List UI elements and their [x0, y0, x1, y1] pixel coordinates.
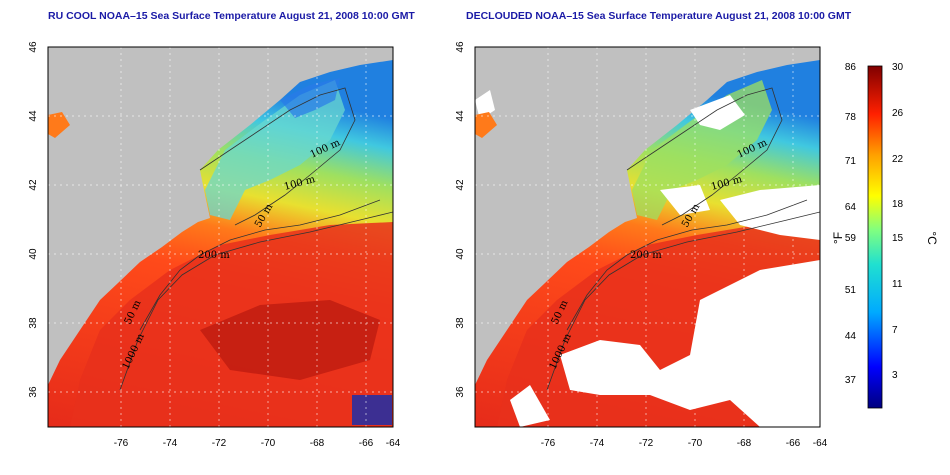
left-y-tick: 46 [28, 41, 39, 53]
left-map-frame [47, 46, 394, 428]
right-y-tick: 38 [455, 317, 466, 329]
right-x-axis: -76 -74 -72 -70 -68 -66 -64 [541, 438, 828, 449]
left-x-tick: -70 [261, 438, 276, 449]
colorbar-f-label: 86 [845, 62, 857, 73]
right-x-tick: -68 [737, 438, 752, 449]
right-y-axis: 46 44 42 40 38 36 [455, 41, 466, 398]
colorbar-c-label: 3 [892, 370, 898, 381]
right-map-shelf-contour [626, 87, 783, 226]
left-map-1000m-isobath [119, 211, 393, 391]
left-y-tick: 38 [28, 317, 39, 329]
left-y-tick: 40 [28, 248, 39, 260]
right-y-tick: 40 [455, 248, 466, 260]
left-map-title: RU COOL NOAA–15 Sea Surface Temperature … [48, 10, 415, 22]
colorbar-f-label: 71 [845, 156, 857, 167]
colorbar-f-label: 37 [845, 375, 857, 386]
right-map: 100 m 100 m 50 m 200 m 50 m 1000 m [475, 47, 820, 427]
right-map-cloud-mask [475, 90, 820, 427]
right-x-tick: -76 [541, 438, 556, 449]
colorbar-c-label: 7 [892, 325, 898, 336]
left-map-200m-isobath [139, 199, 381, 331]
colorbar-gradient [867, 65, 883, 409]
right-x-tick: -70 [688, 438, 703, 449]
colorbar-c-label: 22 [892, 154, 904, 165]
colorbar-f-label: 44 [845, 331, 857, 342]
left-x-tick: -64 [386, 438, 401, 449]
right-contour-label-200m: 200 m [630, 250, 662, 261]
right-y-tick: 44 [455, 110, 466, 122]
left-y-tick: 44 [28, 110, 39, 122]
right-x-tick: -74 [590, 438, 605, 449]
colorbar-c-label: 30 [892, 62, 904, 73]
right-x-tick: -64 [813, 438, 828, 449]
right-map-200m-isobath [566, 199, 808, 331]
colorbar-c-label: 18 [892, 199, 904, 210]
right-x-tick: -66 [786, 438, 801, 449]
left-map-nova-scotia-cold [280, 78, 340, 118]
left-contour-label-200m: 200 m [198, 250, 230, 261]
left-x-axis: -76 -74 -72 -70 -68 -66 -64 [114, 438, 401, 449]
right-y-tick: 42 [455, 179, 466, 191]
left-map-dark-warm-patch [200, 300, 380, 380]
left-x-tick: -76 [114, 438, 129, 449]
left-x-tick: -68 [310, 438, 325, 449]
colorbar-f-unit: °F [831, 232, 845, 244]
right-map-title: DECLOUDED NOAA–15 Sea Surface Temperatur… [466, 10, 852, 22]
colorbar-f-label: 64 [845, 202, 857, 213]
left-map: 100 m 100 m 50 m 200 m 50 m 1000 m [48, 47, 393, 427]
left-map-shelf-contour [199, 87, 356, 226]
left-y-tick: 42 [28, 179, 39, 191]
colorbar-c-label: 26 [892, 108, 904, 119]
right-y-tick: 46 [455, 41, 466, 53]
left-x-tick: -72 [212, 438, 227, 449]
colorbar-c-label: 15 [892, 233, 904, 244]
left-y-tick: 36 [28, 386, 39, 398]
colorbar: 86 78 71 64 59 51 44 37 30 26 22 18 15 1… [831, 62, 939, 409]
colorbar-f-label: 51 [845, 285, 857, 296]
colorbar-c-label: 11 [892, 279, 903, 290]
right-y-tick: 36 [455, 386, 466, 398]
colorbar-f-label: 78 [845, 112, 857, 123]
right-map-frame [474, 46, 821, 428]
left-x-tick: -74 [163, 438, 178, 449]
colorbar-c-unit: °C [925, 231, 939, 245]
left-y-axis: 46 44 42 40 38 36 [28, 41, 39, 398]
right-x-tick: -72 [639, 438, 654, 449]
colorbar-f-label: 59 [845, 233, 857, 244]
left-x-tick: -66 [359, 438, 374, 449]
right-map-1000m-isobath [546, 211, 820, 391]
